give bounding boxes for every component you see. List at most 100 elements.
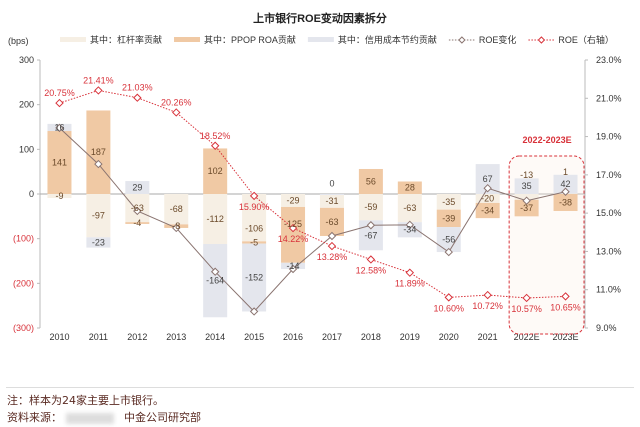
bar-value-label: -63 <box>403 203 416 213</box>
roe-data-label: 11.89% <box>395 279 425 289</box>
bar-segment <box>319 194 344 195</box>
roe-data-label: 18.52% <box>200 131 231 141</box>
bar-value-label: -5 <box>250 237 258 247</box>
bar-segment <box>281 194 306 207</box>
bar-value-label: 28 <box>405 183 415 193</box>
y-tick-label: (200) <box>13 278 34 288</box>
y-tick-label: (300) <box>13 323 34 333</box>
line-marker <box>288 264 298 274</box>
bar-segment <box>475 202 500 219</box>
bar-value-label: -34 <box>403 225 416 235</box>
line-marker <box>249 307 259 316</box>
source-label: 资料来源： <box>7 411 62 424</box>
bar-segment <box>319 194 344 208</box>
bar-value-label: -14 <box>287 261 300 271</box>
roe-data-label: 10.57% <box>511 304 542 314</box>
roe-data-label: 14.22% <box>278 234 309 244</box>
line-marker <box>483 290 492 300</box>
bar-value-label: -97 <box>92 211 105 221</box>
bar-value-label: -20 <box>481 193 494 203</box>
y2-tick-label: 9.0% <box>596 323 617 333</box>
line-marker <box>94 159 103 169</box>
line-marker <box>522 196 531 205</box>
line-marker <box>561 292 570 301</box>
bar-segment <box>358 168 383 194</box>
bar-value-label: 16 <box>54 122 64 132</box>
bar-value-label: -37 <box>520 203 533 213</box>
bar-value-label: -164 <box>206 276 224 286</box>
bar-value-label: -38 <box>559 197 572 207</box>
line-marker <box>405 268 415 277</box>
line-marker <box>133 93 142 102</box>
line-marker <box>327 231 337 241</box>
legend-label-2: 其中：信用成本节约贡献 <box>338 34 437 45</box>
bar-segment <box>86 194 111 238</box>
x-tick-label: 2012 <box>127 332 147 342</box>
line-marker <box>522 293 531 303</box>
line-marker <box>172 108 181 117</box>
y2-tick-label: 19.0% <box>596 132 622 142</box>
bar-value-label: 42 <box>561 179 571 189</box>
line-marker <box>210 267 220 276</box>
legend-swatch-0 <box>60 37 86 42</box>
line-marker <box>210 141 220 150</box>
x-tick-label: 2021 <box>478 332 498 342</box>
bar-value-label: -59 <box>364 202 377 212</box>
bar-value-label: -29 <box>287 195 300 205</box>
bar-segment <box>436 209 461 228</box>
x-tick-label: 2015 <box>244 332 264 342</box>
bar-segment <box>281 206 306 263</box>
bar-segment <box>125 222 150 224</box>
line-marker <box>249 191 259 201</box>
line-roe-change <box>59 127 566 313</box>
y2-tick-label: 17.0% <box>596 170 622 180</box>
y-axis-unit: (bps) <box>8 36 29 46</box>
roe-data-label: 21.03% <box>122 83 153 93</box>
bar-value-label: -13 <box>520 170 533 180</box>
legend-label-line-1: ROE（右轴） <box>558 34 614 45</box>
bar-segment <box>203 194 228 245</box>
bar-value-label: 141 <box>52 158 67 168</box>
redacted-source <box>66 412 114 424</box>
roe-data-label: 15.90% <box>239 202 270 212</box>
bar-segment <box>125 181 150 194</box>
bar-value-label: -125 <box>284 219 302 229</box>
line-marker <box>444 293 453 302</box>
line-marker <box>444 247 453 257</box>
bar-value-label: -63 <box>325 217 338 227</box>
line-marker <box>55 123 64 133</box>
bar-value-label: 56 <box>366 176 376 186</box>
line-roe <box>59 89 566 299</box>
y2-tick-label: 11.0% <box>596 285 621 295</box>
roe-data-label: 12.58% <box>356 265 387 275</box>
line-marker <box>327 241 337 251</box>
bar-segment <box>164 194 189 225</box>
chart-title: 上市银行ROE变动因素拆分 <box>253 11 387 25</box>
bar-segment <box>47 194 72 199</box>
legend-label-0: 其中：杠杆率贡献 <box>90 34 162 45</box>
x-tick-label: 2014 <box>205 332 225 342</box>
line-marker <box>366 221 376 230</box>
bar-value-label: -56 <box>442 235 455 245</box>
bar-value-label: 187 <box>91 147 106 157</box>
legend-label-1: 其中：PPOP ROA贡献 <box>204 34 296 45</box>
bar-value-label: -8 <box>172 221 180 231</box>
bar-value-label: -39 <box>442 213 455 223</box>
line-marker <box>288 223 298 233</box>
y2-tick-label: 15.0% <box>596 208 622 218</box>
roe-data-label: 21.41% <box>83 75 114 85</box>
y-tick-label: 300 <box>19 55 34 65</box>
line-marker <box>94 86 103 95</box>
chart-svg: 上市银行ROE变动因素拆分 (bps) 其中：杠杆率贡献 其中：PPOP ROA贡… <box>8 11 622 342</box>
roe-data-label: 20.26% <box>161 97 192 107</box>
bar-segment <box>553 194 578 211</box>
bar-segment <box>47 131 72 194</box>
bar-value-label: -152 <box>245 273 263 283</box>
roe-data-label: 10.60% <box>433 303 464 313</box>
line-marker <box>483 183 492 193</box>
bar-segment <box>475 194 500 203</box>
bar-value-label: -67 <box>364 230 377 240</box>
legend-swatch-1 <box>174 37 201 42</box>
bar-segment <box>242 241 267 244</box>
